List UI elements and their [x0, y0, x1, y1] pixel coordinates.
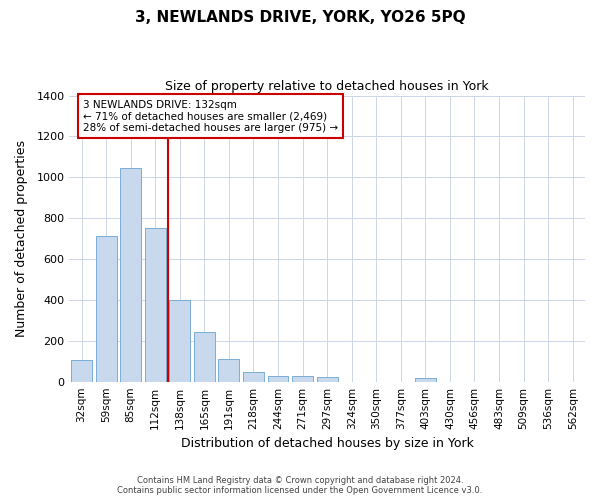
Bar — [120, 168, 141, 382]
Text: 3 NEWLANDS DRIVE: 132sqm
← 71% of detached houses are smaller (2,469)
28% of sem: 3 NEWLANDS DRIVE: 132sqm ← 71% of detach… — [83, 100, 338, 133]
Bar — [96, 236, 116, 382]
Bar — [415, 378, 436, 382]
Bar — [243, 372, 264, 382]
Bar — [317, 376, 338, 382]
Title: Size of property relative to detached houses in York: Size of property relative to detached ho… — [166, 80, 489, 93]
Bar — [71, 360, 92, 382]
Bar — [268, 376, 289, 382]
X-axis label: Distribution of detached houses by size in York: Distribution of detached houses by size … — [181, 437, 473, 450]
Bar — [194, 332, 215, 382]
Text: 3, NEWLANDS DRIVE, YORK, YO26 5PQ: 3, NEWLANDS DRIVE, YORK, YO26 5PQ — [134, 10, 466, 25]
Bar — [218, 359, 239, 382]
Y-axis label: Number of detached properties: Number of detached properties — [15, 140, 28, 337]
Text: Contains HM Land Registry data © Crown copyright and database right 2024.
Contai: Contains HM Land Registry data © Crown c… — [118, 476, 482, 495]
Bar — [145, 228, 166, 382]
Bar — [292, 376, 313, 382]
Bar — [169, 300, 190, 382]
